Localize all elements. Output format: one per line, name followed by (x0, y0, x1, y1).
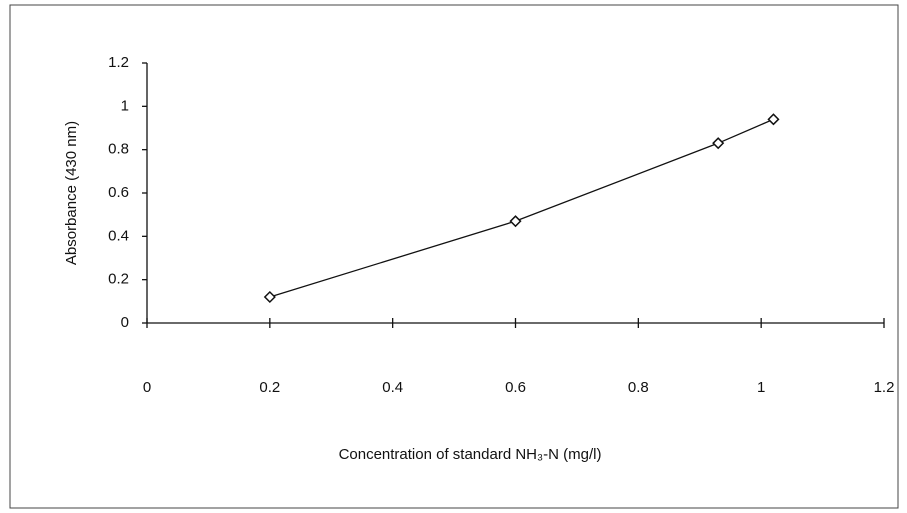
y-axis-label: Absorbance (430 nm) (63, 121, 80, 265)
x-tick-label: 0.2 (259, 379, 280, 396)
y-tick-label: 0 (121, 314, 129, 331)
x-axis-label: Concentration of standard NH₃-N (mg/l) (339, 446, 602, 463)
data-point (263, 290, 276, 304)
series-line (269, 118, 774, 298)
x-tick-label: 1.2 (874, 379, 895, 396)
y-tick-label: 1 (121, 97, 129, 114)
y-tick-label: 1.2 (108, 54, 129, 71)
y-tick-label: 0.8 (108, 141, 129, 158)
x-tick-label: 0.4 (382, 379, 403, 396)
data-point (767, 113, 780, 126)
x-tick-label: 0.8 (628, 379, 649, 396)
data-point (712, 137, 725, 150)
frame (9, 4, 899, 509)
x-tick-label: 0 (143, 379, 151, 396)
data-point (509, 215, 522, 228)
y-tick-label: 0.6 (108, 184, 129, 201)
x-tick-label: 0.6 (505, 379, 526, 396)
y-tick-label: 0.2 (108, 271, 129, 288)
y-tick-label: 0.4 (108, 227, 129, 244)
x-tick-label: 1 (757, 379, 765, 396)
